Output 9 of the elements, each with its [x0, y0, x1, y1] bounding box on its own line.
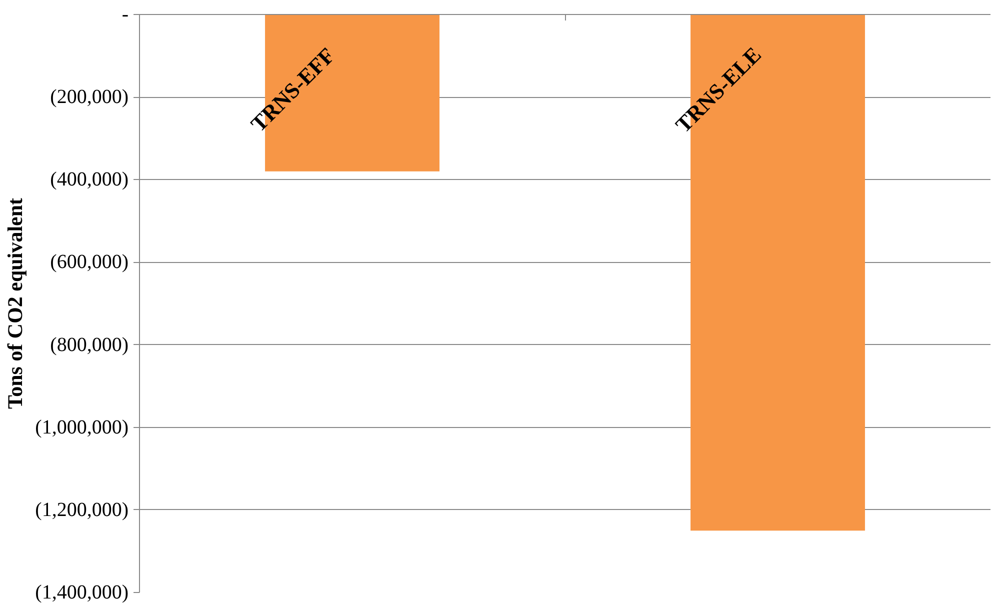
y-tick-label: (600,000) [50, 251, 129, 274]
y-tick-label: (800,000) [50, 334, 129, 356]
y-tick-label: - [122, 4, 129, 26]
y-tick-label: (1,200,000) [35, 498, 129, 521]
y-tick-label: (200,000) [50, 86, 129, 108]
y-tick-label: (1,000,000) [35, 416, 129, 438]
y-axis-title: Tons of CO2 equivalent [3, 198, 28, 410]
y-tick-label: (1,400,000) [35, 582, 129, 604]
y-tick-label: (400,000) [50, 168, 129, 191]
